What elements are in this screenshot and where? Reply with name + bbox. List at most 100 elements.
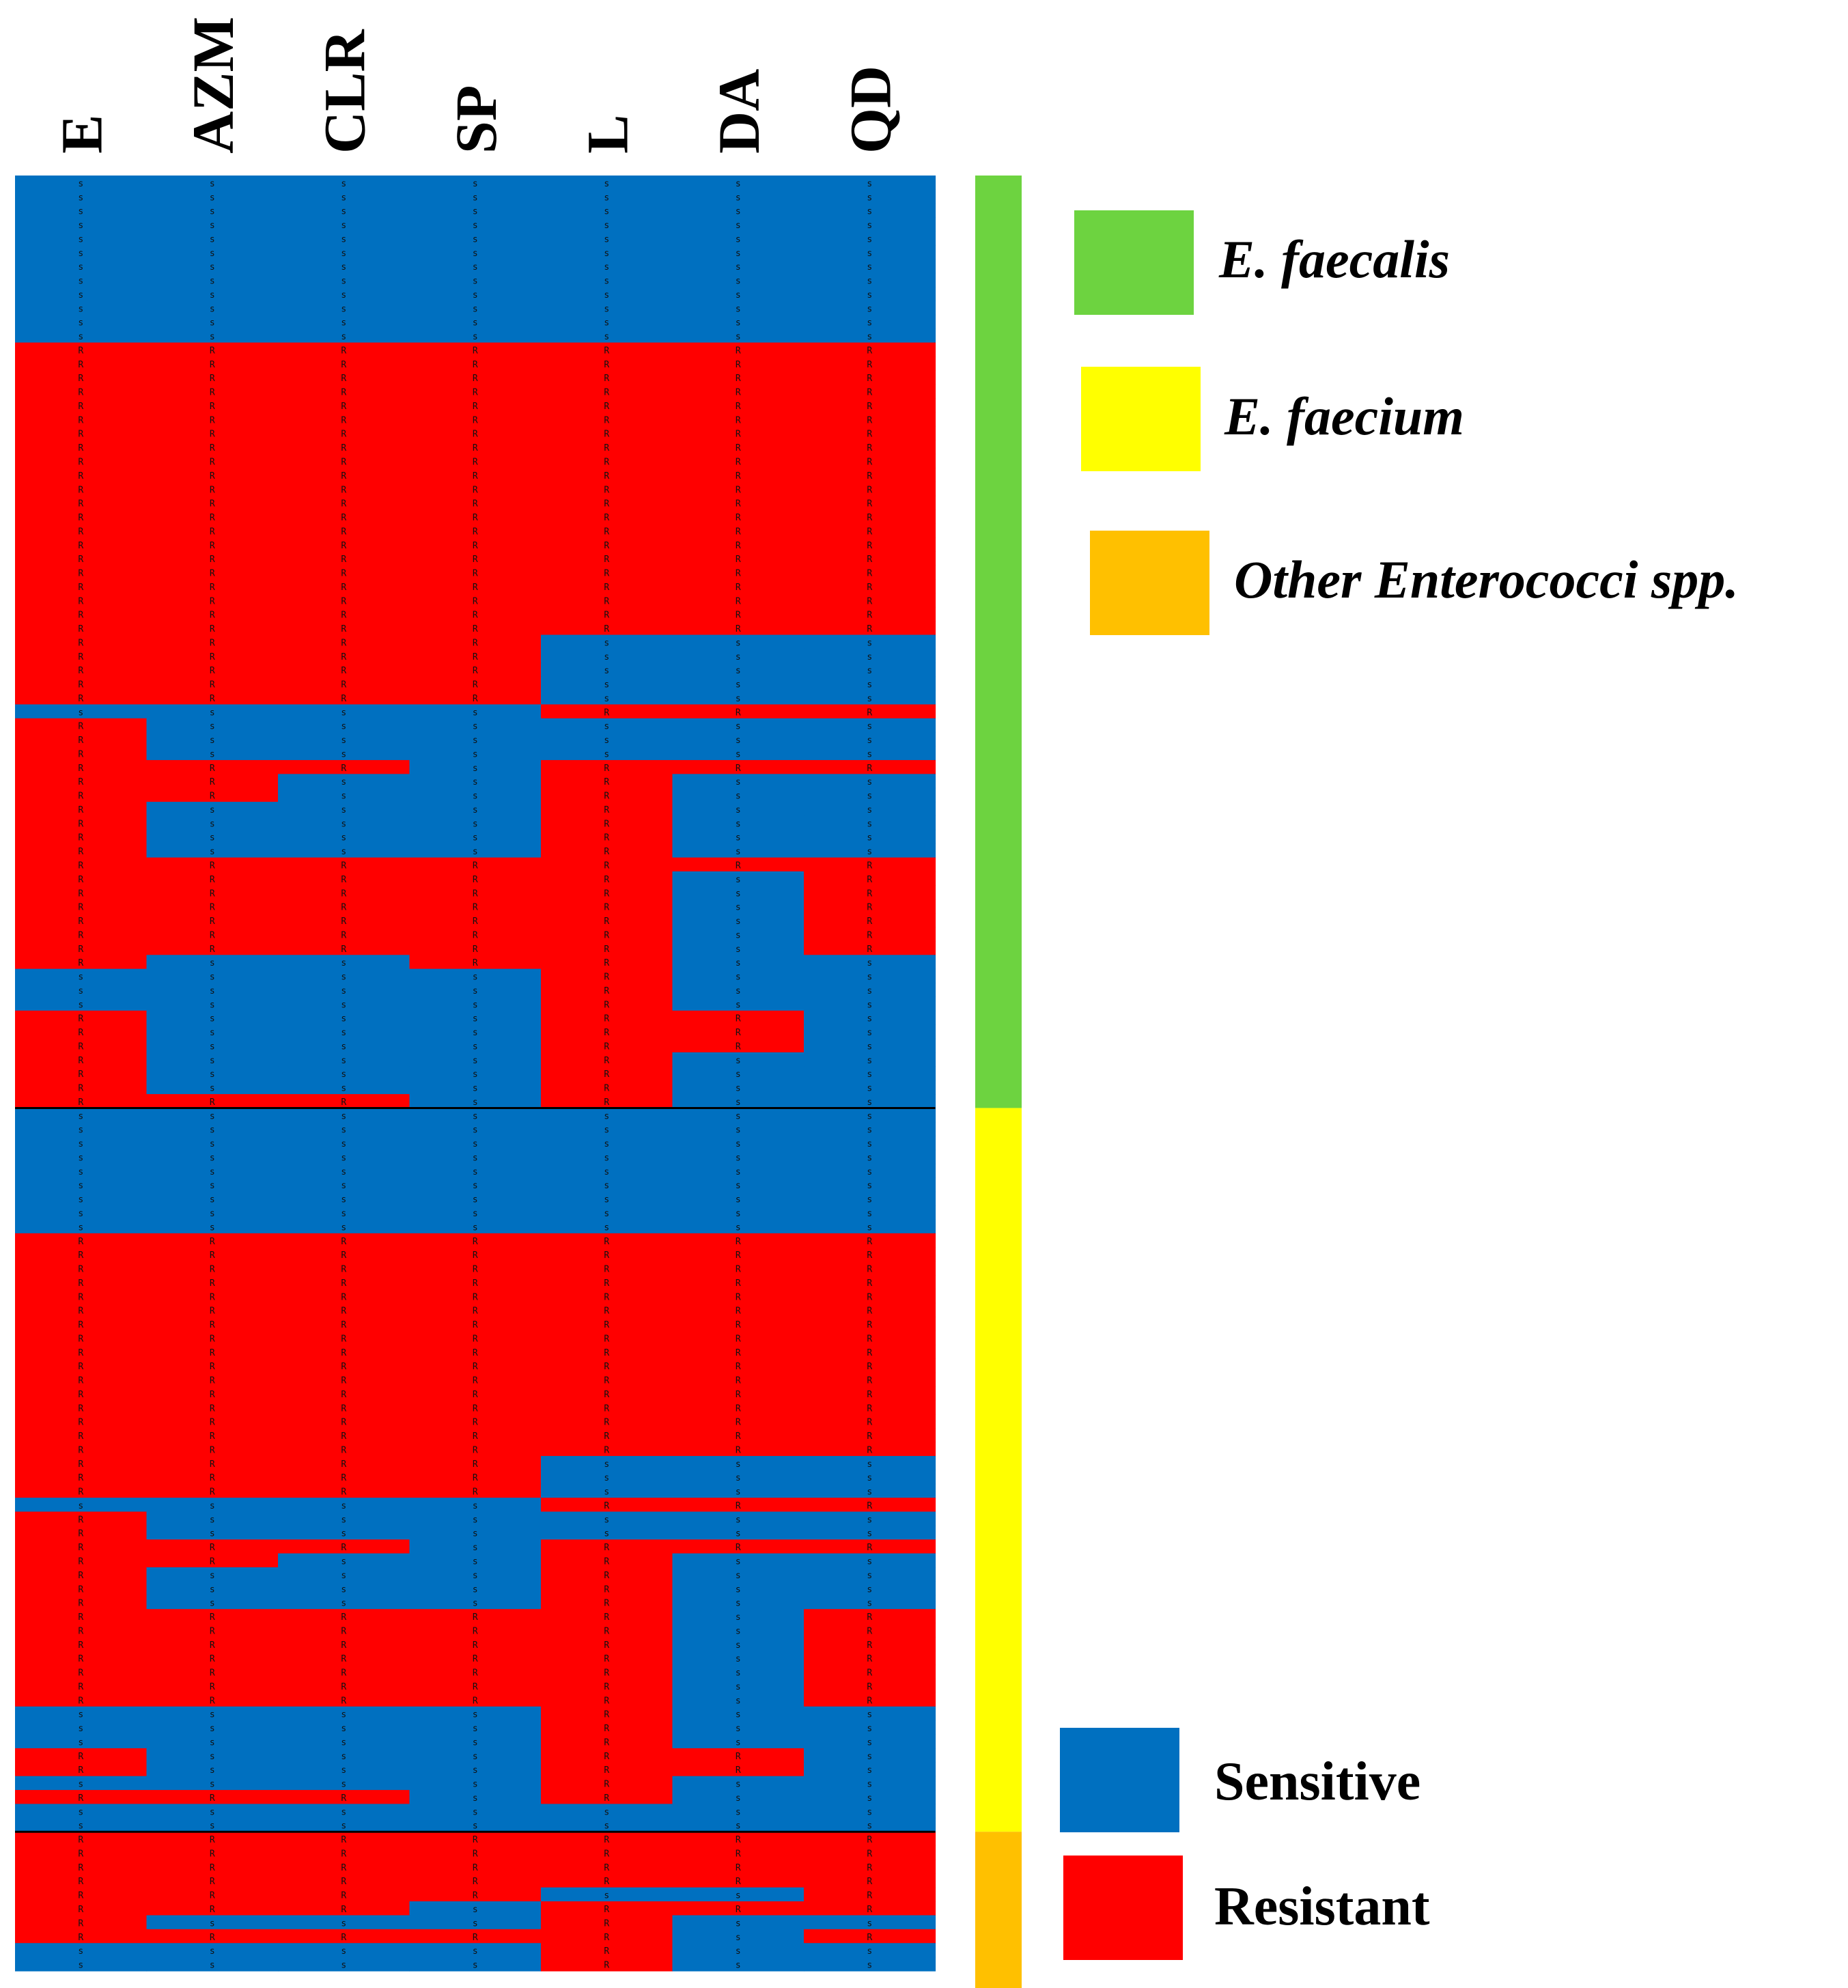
cell-code: R	[604, 1362, 609, 1372]
heatmap-cell	[804, 1498, 936, 1513]
heatmap-cell	[541, 1414, 673, 1429]
heatmap-cell	[146, 217, 279, 232]
heatmap-cell	[541, 983, 673, 998]
heatmap-cell	[278, 231, 410, 246]
cell-code: s	[867, 1515, 872, 1525]
cell-code: R	[473, 916, 478, 927]
heatmap-cell	[672, 787, 804, 802]
cell-code: R	[210, 1431, 215, 1442]
heatmap-cell	[804, 1386, 936, 1401]
heatmap-cell	[278, 913, 410, 928]
heatmap-cell	[541, 899, 673, 914]
heatmap-cell	[15, 287, 148, 302]
heatmap-cell	[672, 1929, 804, 1944]
heatmap-cell	[541, 1581, 673, 1596]
heatmap-cell	[15, 370, 148, 385]
cell-code: s	[210, 1069, 215, 1080]
cell-code: R	[210, 888, 215, 899]
cell-code: s	[473, 819, 478, 829]
cell-code: s	[78, 1195, 83, 1205]
heatmap-cell	[278, 1094, 410, 1109]
cell-code: R	[867, 611, 872, 621]
heatmap-cell	[672, 440, 804, 455]
cell-code: R	[867, 596, 872, 606]
heatmap-cell	[278, 1498, 410, 1513]
heatmap-cell	[15, 815, 148, 830]
heatmap-cell	[672, 300, 804, 316]
cell-code: s	[210, 1084, 215, 1094]
heatmap-cell	[278, 829, 410, 844]
heatmap-cell	[672, 1748, 804, 1763]
cell-code: s	[341, 833, 346, 843]
cell-code: R	[604, 1069, 609, 1080]
heatmap-cell	[146, 176, 279, 190]
heatmap-cell	[804, 565, 936, 580]
heatmap-cell	[804, 593, 936, 608]
cell-code: R	[604, 903, 609, 913]
heatmap-cell	[541, 1386, 673, 1401]
heatmap-cell	[672, 217, 804, 232]
heatmap-cell	[15, 440, 148, 455]
cell-code: R	[604, 569, 609, 579]
cell-code: s	[210, 708, 215, 718]
heatmap-cell	[15, 453, 148, 468]
cell-code: R	[78, 1793, 83, 1804]
heatmap-cell	[672, 1219, 804, 1234]
cell-code: R	[341, 875, 346, 885]
cell-code: s	[78, 986, 83, 996]
cell-code: R	[341, 1334, 346, 1344]
cell-code: R	[78, 1041, 83, 1052]
heatmap-cell	[804, 412, 936, 427]
cell-code: R	[210, 944, 215, 955]
heatmap-cell	[804, 1400, 936, 1415]
heatmap-cell	[278, 634, 410, 649]
heatmap-cell	[541, 1636, 673, 1651]
heatmap-cell	[804, 537, 936, 552]
cell-code: R	[604, 499, 609, 509]
heatmap-cell	[15, 1929, 148, 1944]
heatmap-cell	[146, 759, 279, 774]
heatmap-cell	[278, 203, 410, 218]
cell-code: s	[341, 1056, 346, 1066]
heatmap-cell	[278, 342, 410, 357]
cell-code: R	[210, 527, 215, 537]
cell-code: R	[867, 1626, 872, 1636]
cell-code: s	[341, 792, 346, 802]
heatmap-cell	[804, 1553, 936, 1568]
cell-code: R	[604, 777, 609, 787]
cell-code: s	[736, 1933, 741, 1943]
cell-code: R	[867, 624, 872, 634]
cell-code: s	[473, 1084, 478, 1094]
heatmap-cell	[804, 231, 936, 246]
cell-code: s	[341, 234, 346, 244]
heatmap-cell	[15, 1553, 148, 1568]
cell-code: s	[736, 304, 741, 314]
heatmap-cell	[146, 1372, 279, 1387]
legend-swatch	[1063, 1856, 1183, 1960]
heatmap-cell	[672, 1414, 804, 1429]
heatmap-cell	[804, 1094, 936, 1109]
heatmap-cell	[15, 1804, 148, 1819]
heatmap-cell	[146, 1330, 279, 1345]
cell-code: s	[867, 1571, 872, 1581]
heatmap-cell	[146, 1470, 279, 1485]
cell-code: s	[604, 1222, 609, 1233]
cell-code: R	[604, 1765, 609, 1776]
cell-code: s	[210, 290, 215, 300]
heatmap-cell	[15, 913, 148, 928]
cell-code: R	[867, 1445, 872, 1455]
cell-code: R	[473, 944, 478, 955]
cell-code: s	[867, 193, 872, 203]
cell-code: R	[604, 360, 609, 370]
heatmap-cell	[541, 1317, 673, 1332]
heatmap-cell	[15, 356, 148, 371]
cell-code: R	[473, 415, 478, 425]
column-label: QD	[837, 66, 903, 154]
cell-code: R	[736, 1877, 741, 1887]
heatmap-cell	[15, 1567, 148, 1582]
heatmap-cell	[15, 1344, 148, 1359]
cell-code: s	[341, 193, 346, 203]
heatmap-cell	[278, 648, 410, 663]
heatmap-cell	[541, 732, 673, 747]
heatmap-cell	[409, 802, 542, 817]
